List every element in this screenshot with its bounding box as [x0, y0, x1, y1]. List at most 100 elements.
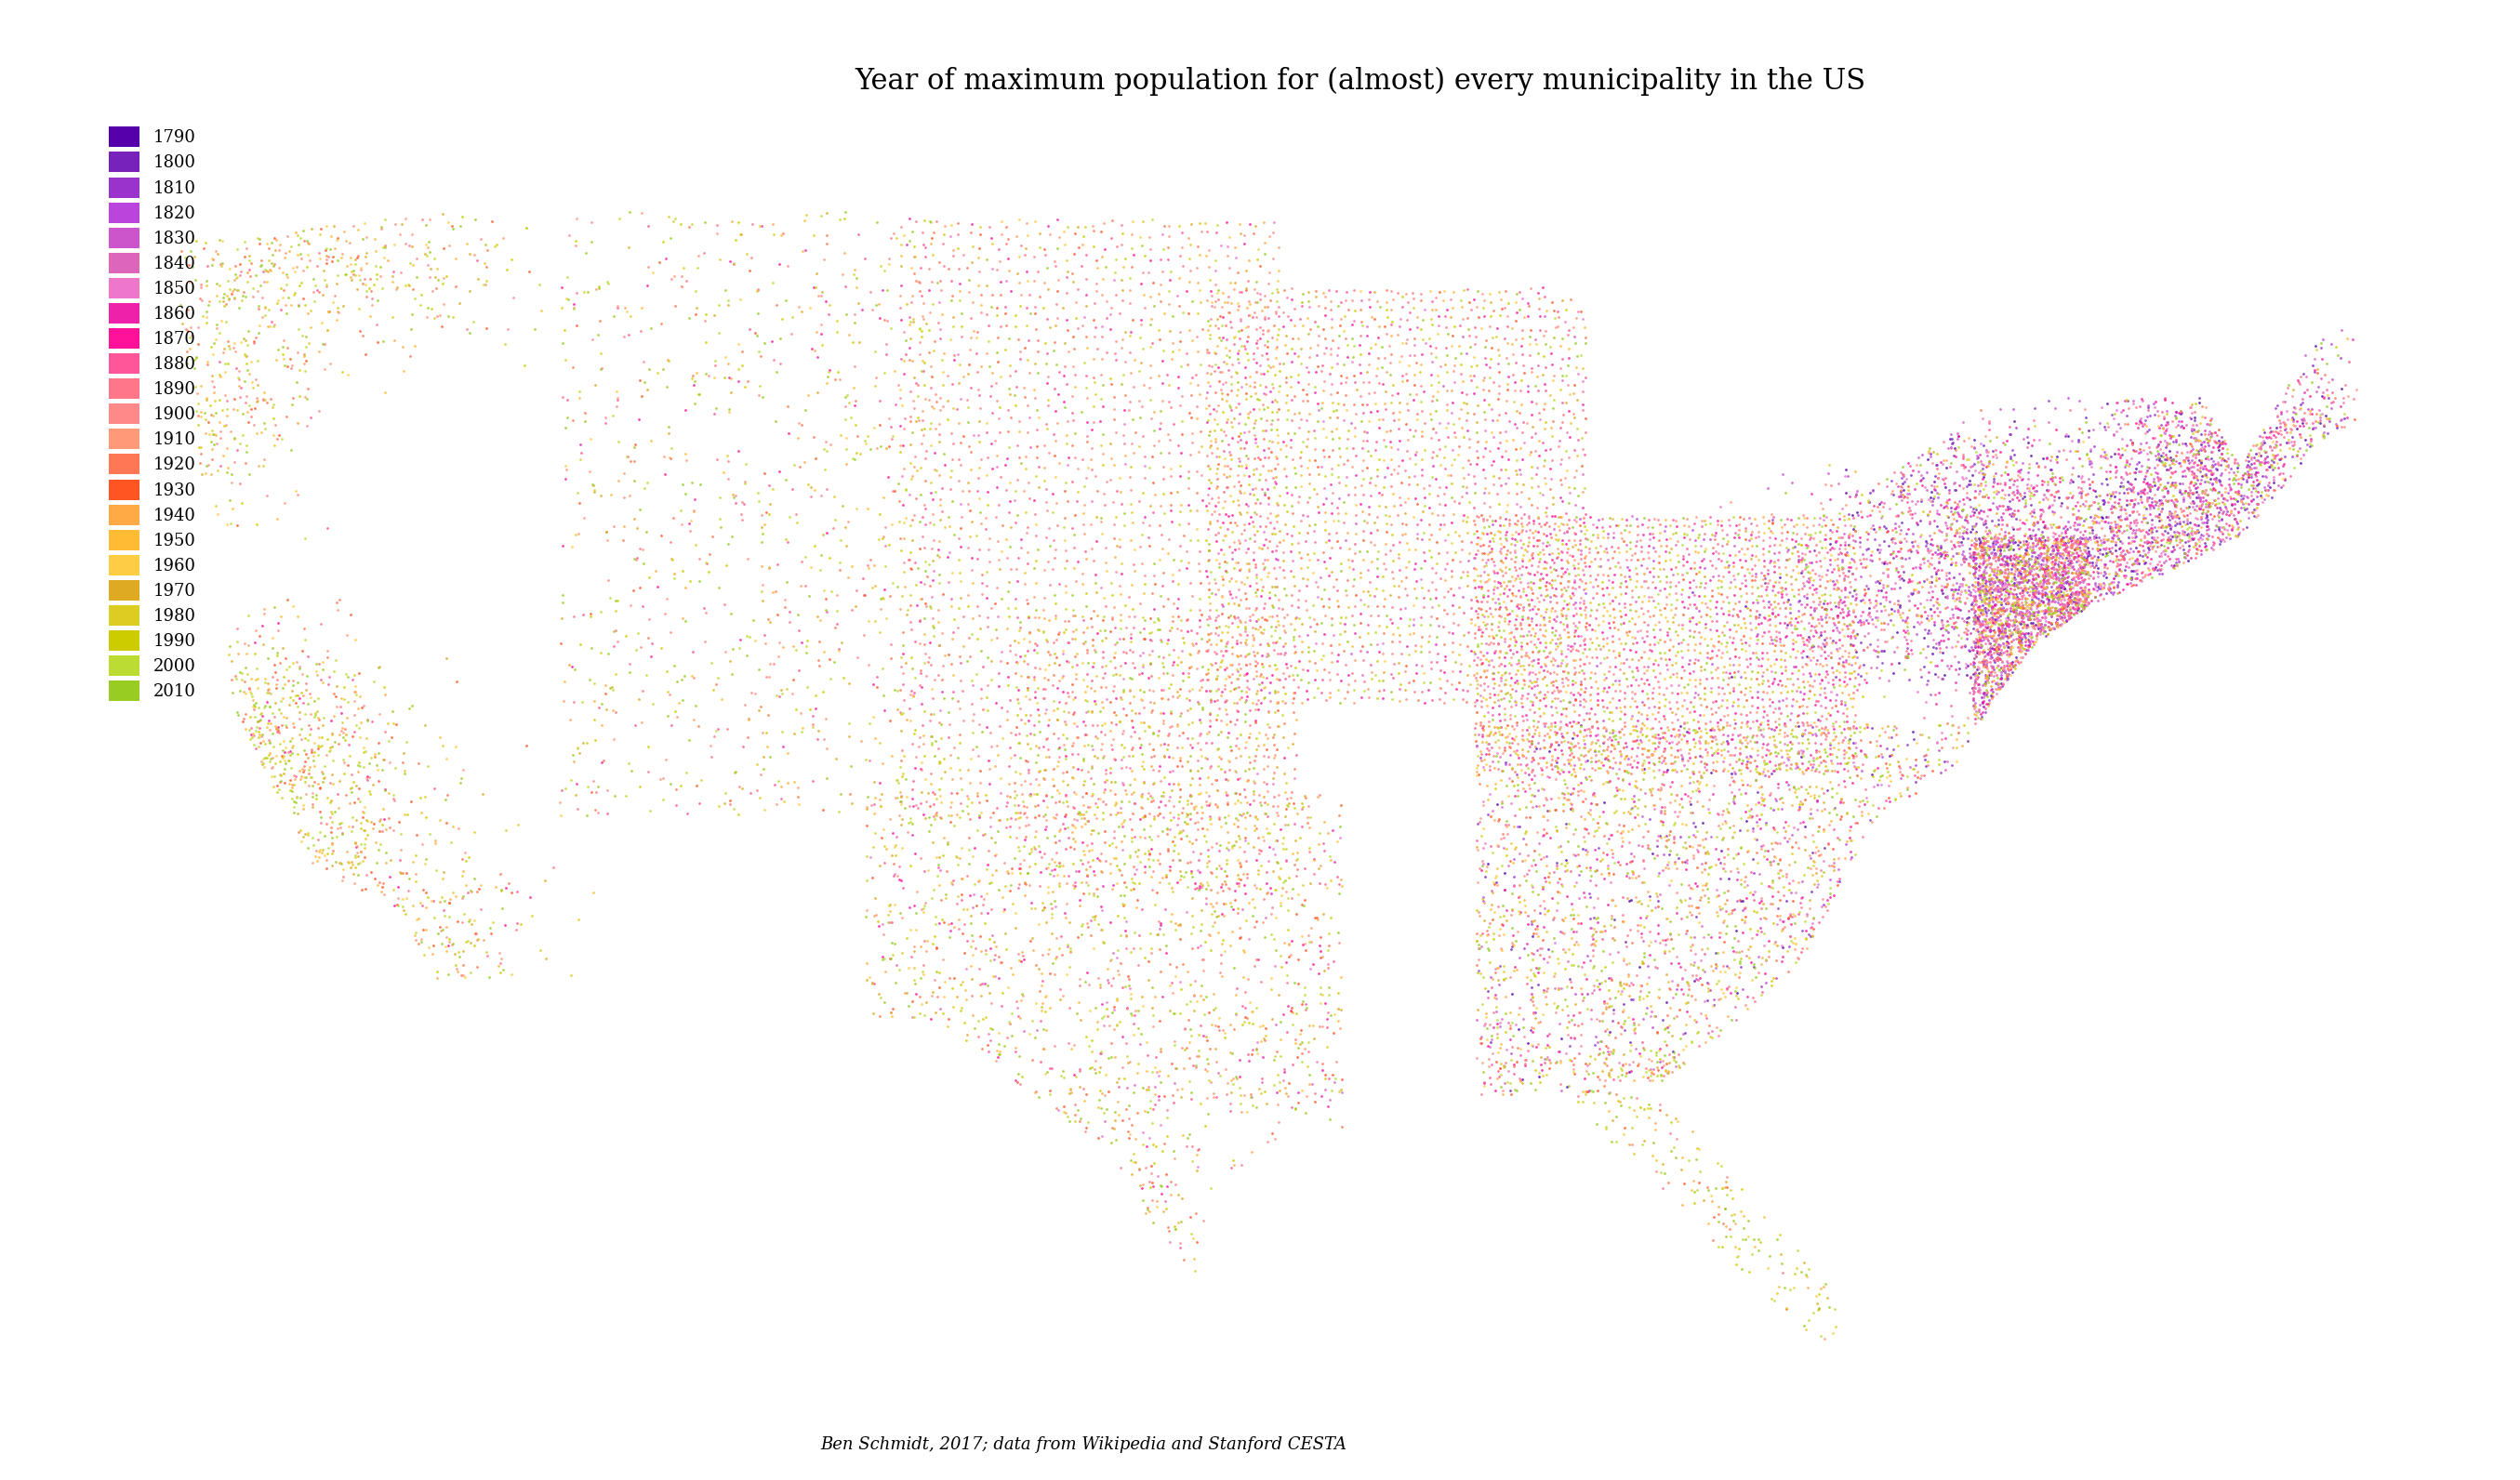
- Point: [2162, 450, 2202, 474]
- Point: [953, 546, 993, 570]
- Point: [1714, 626, 1754, 650]
- Point: [1351, 632, 1391, 656]
- Point: [1457, 961, 1497, 984]
- Point: [1298, 324, 1338, 348]
- Point: [1101, 552, 1142, 576]
- Point: [920, 790, 960, 814]
- Point: [2205, 477, 2245, 500]
- Point: [1792, 573, 1832, 596]
- Point: [1761, 935, 1802, 959]
- Point: [1668, 549, 1709, 573]
- Point: [1552, 727, 1593, 750]
- Point: [1961, 432, 2001, 456]
- Point: [1252, 281, 1293, 305]
- Point: [580, 599, 620, 623]
- Point: [1142, 912, 1182, 935]
- Point: [983, 725, 1023, 749]
- Point: [1492, 1035, 1532, 1058]
- Point: [1013, 1008, 1053, 1032]
- Point: [1174, 878, 1215, 901]
- Point: [1011, 873, 1051, 897]
- Point: [1683, 827, 1724, 851]
- Point: [1623, 761, 1663, 784]
- Point: [1910, 570, 1950, 593]
- Point: [176, 374, 217, 398]
- Point: [2195, 491, 2235, 515]
- Point: [1817, 737, 1857, 761]
- Point: [2192, 462, 2233, 485]
- Point: [970, 628, 1011, 651]
- Point: [789, 383, 829, 407]
- Point: [1484, 878, 1525, 901]
- Point: [1157, 1057, 1197, 1080]
- Point: [1278, 675, 1318, 699]
- Point: [428, 962, 469, 986]
- Point: [1764, 611, 1804, 635]
- Point: [1691, 1018, 1731, 1042]
- Point: [1915, 565, 1956, 589]
- Point: [1963, 564, 2003, 588]
- Point: [1630, 527, 1671, 551]
- Point: [1731, 926, 1772, 950]
- Point: [1782, 752, 1822, 776]
- Point: [1079, 1055, 1119, 1079]
- Point: [1656, 644, 1696, 667]
- Point: [2019, 497, 2059, 521]
- Point: [2187, 490, 2228, 514]
- Point: [2049, 576, 2089, 599]
- Point: [1721, 710, 1761, 734]
- Point: [1457, 374, 1497, 398]
- Point: [1772, 901, 1812, 925]
- Point: [1046, 802, 1086, 826]
- Point: [1031, 1057, 1071, 1080]
- Point: [1129, 855, 1169, 879]
- Point: [905, 512, 945, 536]
- Point: [1257, 548, 1298, 571]
- Point: [1625, 781, 1666, 805]
- Point: [1207, 820, 1247, 844]
- Point: [1643, 762, 1683, 786]
- Point: [1812, 854, 1852, 878]
- Point: [1814, 576, 1855, 599]
- Point: [1706, 799, 1746, 823]
- Point: [1603, 1054, 1643, 1077]
- Point: [1814, 536, 1855, 559]
- Point: [1441, 342, 1482, 366]
- Point: [1731, 519, 1772, 543]
- Point: [1497, 482, 1537, 506]
- Point: [1149, 1218, 1189, 1242]
- Point: [1867, 611, 1908, 635]
- Point: [1915, 453, 1956, 477]
- Point: [1630, 885, 1671, 909]
- Point: [1661, 824, 1701, 848]
- Point: [1885, 645, 1925, 669]
- Point: [1666, 730, 1706, 753]
- Point: [1973, 534, 2013, 558]
- Point: [1293, 863, 1333, 887]
- Point: [1497, 919, 1537, 943]
- Point: [1298, 611, 1338, 635]
- Point: [1557, 552, 1598, 576]
- Point: [1527, 787, 1567, 811]
- Point: [1978, 591, 2019, 614]
- Point: [985, 937, 1026, 961]
- Point: [1822, 653, 1862, 676]
- Point: [1814, 675, 1855, 699]
- Point: [930, 966, 970, 990]
- Point: [940, 453, 980, 477]
- Point: [2061, 539, 2102, 562]
- Point: [1033, 857, 1074, 881]
- Point: [1212, 1067, 1252, 1091]
- Point: [1111, 1148, 1152, 1172]
- Point: [1278, 531, 1318, 555]
- Point: [1983, 576, 2024, 599]
- Point: [2107, 514, 2147, 537]
- Point: [1593, 672, 1633, 696]
- Point: [2026, 559, 2066, 583]
- Point: [2024, 536, 2064, 559]
- Point: [990, 406, 1031, 429]
- Point: [2054, 565, 2094, 589]
- Point: [2182, 497, 2223, 521]
- Point: [1971, 639, 2011, 663]
- Point: [1525, 500, 1565, 524]
